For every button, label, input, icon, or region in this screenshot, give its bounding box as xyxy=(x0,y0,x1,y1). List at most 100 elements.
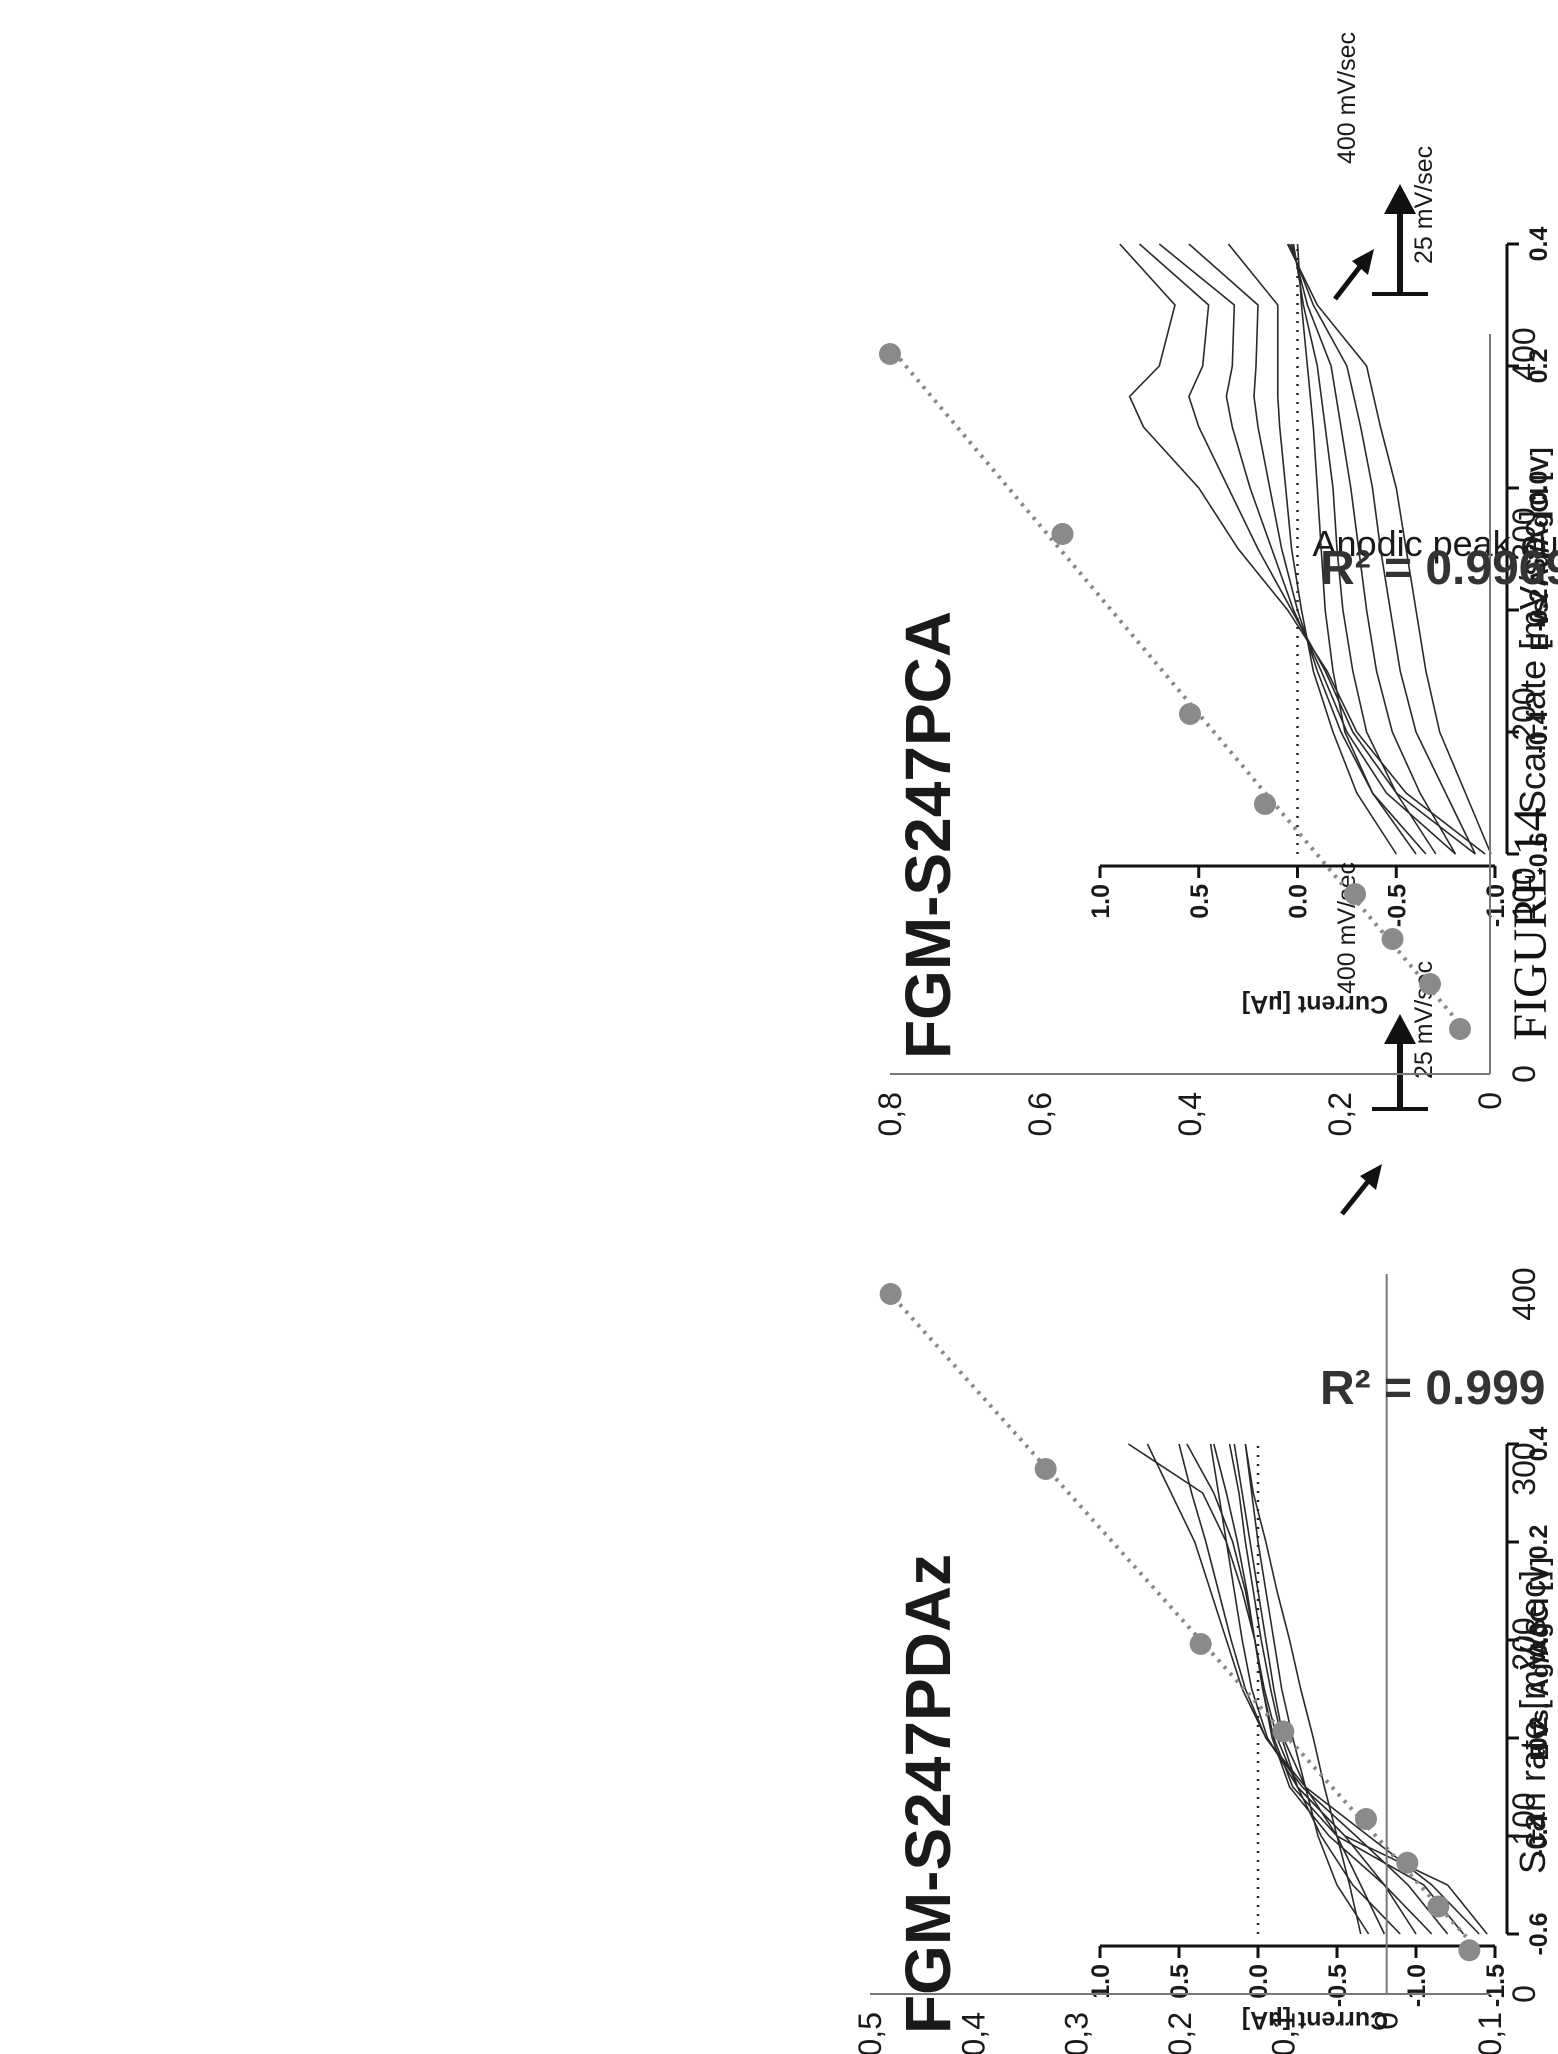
data-point xyxy=(879,1283,902,1305)
x-tick-label: 0.4 xyxy=(1525,1427,1553,1462)
peak-pointer-head-pca xyxy=(1352,249,1374,275)
x-tick-label: 0.2 xyxy=(1525,349,1553,384)
data-point xyxy=(1254,793,1276,815)
x-tick-label: 400 xyxy=(1506,1267,1542,1320)
peak-pointer-arrow-pca xyxy=(1333,262,1364,301)
r-squared-label-pdaz: R² = 0.999 xyxy=(1320,1362,1545,1415)
r-squared-label-pca: R² = 0.9969 xyxy=(1320,542,1558,595)
scan-rate-low-label: 25 mV/sec xyxy=(1410,146,1438,264)
x-tick-label: 0 xyxy=(1506,1985,1542,2003)
y-tick-label: 0,4 xyxy=(1172,1092,1208,1136)
trendline-pdaz xyxy=(888,1292,1480,1952)
y-tick-label: 0.0 xyxy=(1245,1964,1273,1999)
y-tick-label: -0.5 xyxy=(1383,884,1411,927)
y-tick-label: 0,3 xyxy=(1059,2012,1095,2054)
x-tick-label: 0.2 xyxy=(1525,1525,1553,1560)
x-tick-label: 200 xyxy=(1506,687,1542,740)
x-ticks: 0 100 200 300 400 xyxy=(1506,1267,1542,2003)
x-tick-label: 0.4 xyxy=(1525,227,1553,262)
data-point xyxy=(1449,1018,1471,1040)
scan-plot-pdaz: 0 100 200 300 400 -0,1 0 0,1 0,2 0,3 0,4 0,5 Scan … xyxy=(852,523,1558,2054)
y-tick-label: 0 xyxy=(1472,1092,1508,1110)
y-axis-label: Anodic peak current [µA] xyxy=(1313,523,1558,564)
cv-trace xyxy=(1146,1443,1480,1935)
data-point xyxy=(1051,523,1074,545)
cv-trace xyxy=(1233,1443,1386,1935)
cv-trace xyxy=(1290,243,1457,855)
trendline xyxy=(894,352,1466,1031)
x-tick-label: -0.6 xyxy=(1525,1912,1553,1955)
y-tick-label: -0.5 xyxy=(1324,1964,1352,2007)
cv-trace xyxy=(1288,243,1477,855)
x-axis-label: E vs. Ag/AgCl [V] xyxy=(1526,1557,1554,1760)
data-point xyxy=(1355,1808,1377,1830)
data-points-pca xyxy=(879,343,1471,1040)
y-tick-label: 0,2 xyxy=(1162,2012,1198,2054)
cv-trace xyxy=(1213,1443,1433,1935)
trendline xyxy=(888,1292,1480,1952)
cv-trace xyxy=(1186,1443,1465,1935)
data-points-pdaz xyxy=(879,1283,1481,1962)
y-tick-label: -1.0 xyxy=(1403,1964,1431,2007)
data-point xyxy=(1272,1720,1295,1743)
y-tick-label: 0.5 xyxy=(1166,1964,1194,1999)
y-tick-label: -1.0 xyxy=(1482,884,1510,927)
y-tick-label: 0,5 xyxy=(852,2012,888,2054)
cv-trace xyxy=(1138,243,1476,855)
cv-trace xyxy=(1244,1443,1370,1935)
y-tick-label: 0,8 xyxy=(872,1092,908,1136)
cv-trace xyxy=(1286,243,1492,855)
y-axis-label: Current [µA] xyxy=(1242,990,1388,1018)
data-point xyxy=(1427,1895,1450,1918)
trendline-pca xyxy=(894,352,1466,1031)
x-tick-label: 100 xyxy=(1506,867,1542,920)
x-tick-label: 400 xyxy=(1506,327,1542,380)
y-tick-label: 1.0 xyxy=(1087,1964,1115,1999)
cv-trace xyxy=(1296,243,1417,855)
x-tick-label: 300 xyxy=(1506,507,1542,560)
y-tick-label: 0,2 xyxy=(1322,1092,1358,1136)
data-point xyxy=(879,343,901,365)
cv-plot-pca: -0.6-0.4-0.20.00.20.4 1.0 0.5 0.0 -0.5 -1.0 … xyxy=(1087,32,1554,1018)
panel-title-pca: FGM-S247PCA xyxy=(892,611,964,1059)
cv-plot-pdaz: -0.6 -0.4 -0.2 0.0 0.2 0.4 1.0 0.5 0.0 -0.5 -1.0 -… xyxy=(1087,862,1554,2034)
cv-trace xyxy=(1188,243,1427,855)
x-tick-label: 100 xyxy=(1506,1792,1542,1845)
x-tick-label: 300 xyxy=(1506,1442,1542,1495)
x-tick-label: -0.2 xyxy=(1525,1716,1553,1759)
cv-trace xyxy=(1119,243,1486,855)
y-tick-label: 0.0 xyxy=(1285,884,1313,919)
x-tick-label: -0.4 xyxy=(1525,710,1553,753)
cv-trace xyxy=(1227,243,1397,855)
y-ticks: 1.0 0.5 0.0 -0.5 -1.0 xyxy=(1087,866,1510,927)
data-point xyxy=(1179,703,1201,725)
cv-trace xyxy=(1292,243,1437,855)
y-tick-label: 0.5 xyxy=(1186,884,1214,919)
x-axis-label: Scan rate [mV/sec] xyxy=(1512,510,1553,814)
y-tick-label: 0,4 xyxy=(955,2012,991,2054)
figure-caption: FIGURE 14 xyxy=(1504,807,1557,1040)
cv-trace xyxy=(1244,1443,1362,1935)
cv-trace xyxy=(1209,1443,1417,1935)
y-tick-label: 1.0 xyxy=(1087,884,1115,919)
data-point xyxy=(1189,1633,1212,1655)
data-point xyxy=(1034,1458,1057,1480)
scan-rate-high-label: 400 mV/sec xyxy=(1333,32,1361,164)
x-tick-label: 0.0 xyxy=(1525,471,1553,506)
cv-trace xyxy=(1158,243,1457,855)
y-tick-label: 0,1 xyxy=(1265,2012,1301,2054)
cv-trace xyxy=(1127,1443,1488,1935)
scan-rate-arrowhead xyxy=(1384,1014,1416,1044)
panel-title-pdaz: FGM-S247PDAz xyxy=(892,1554,964,2034)
x-tick-label: -0.6 xyxy=(1525,832,1553,875)
data-point xyxy=(1381,928,1404,950)
y-ticks: -0,1 0 0,1 0,2 0,3 0,4 0,5 xyxy=(852,2012,1508,2054)
cv-trace xyxy=(1228,1443,1401,1935)
x-tick-label: 200 xyxy=(1506,1617,1542,1670)
scan-plot-pca: 0 100 200 300 400 0 0,2 0,4 0,6 0,8 Scan rate [m… xyxy=(872,327,1558,1136)
scan-rate-arrowhead xyxy=(1384,184,1416,214)
y-tick-label: 0 xyxy=(1369,2012,1405,2030)
data-point xyxy=(1344,883,1366,905)
